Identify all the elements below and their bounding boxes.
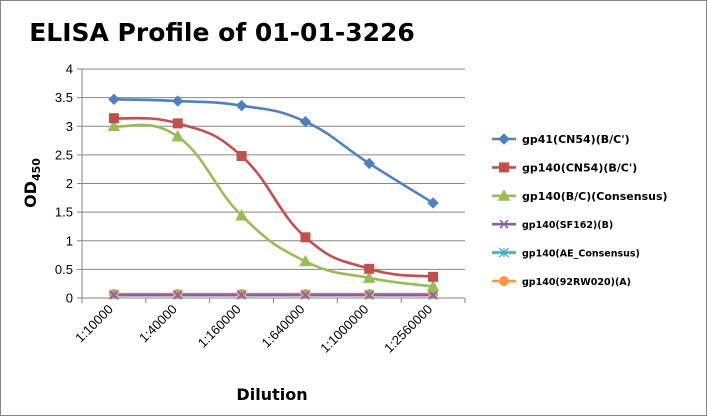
- y-tick-label: 2: [66, 176, 73, 191]
- y-tick-labels: 0 0.5 1 1.5 2 2.5 3 3.5 4: [55, 62, 73, 306]
- legend-label-5: gp140(AE_Consensus): [522, 249, 640, 260]
- chart-title: ELISA Profile of 01-01-3226: [29, 18, 415, 47]
- x-tick-label: 1:2560000: [381, 302, 435, 356]
- legend-marker-6: [499, 276, 509, 286]
- series-line-2: [113, 116, 434, 279]
- y-tick-label: 4: [66, 62, 73, 77]
- data-point-s3: [362, 271, 376, 283]
- axes: [77, 68, 466, 303]
- data-point-s1: [108, 93, 120, 106]
- grid: [82, 68, 465, 270]
- legend-marker-2: [499, 162, 509, 173]
- data-point-s4: [364, 290, 374, 300]
- data-point-s4: [237, 290, 247, 300]
- x-tick-label: 1:640000: [259, 302, 308, 351]
- data-point-s1: [363, 157, 375, 170]
- data-point-s1: [427, 197, 439, 209]
- legend-label-2: gp140(CN54)(B/C'): [522, 161, 637, 174]
- data-point-s1: [235, 99, 248, 112]
- y-axis-label: OD450: [21, 158, 43, 208]
- x-tick-label: 1:160000: [195, 302, 244, 351]
- data-point-s4-stroke: [364, 290, 374, 300]
- series-line-3: [113, 123, 434, 288]
- y-axis-label-main: OD: [21, 181, 40, 208]
- data-point-s1: [172, 95, 184, 107]
- legend-marker-4: [499, 219, 509, 229]
- data-point-s3: [171, 130, 185, 142]
- series-markers: [107, 93, 440, 300]
- data-point-s1: [299, 115, 312, 128]
- legend-label-1: gp41(CN54)(B/C'): [522, 133, 630, 146]
- data-point-s4-stroke: [173, 290, 183, 300]
- x-tick-label: 1:1000000: [317, 302, 371, 356]
- data-point-s4: [109, 290, 119, 300]
- y-tick-label: 2.5: [55, 147, 73, 162]
- legend-marker-5: [499, 247, 509, 258]
- y-tick-label: 0.5: [55, 262, 73, 277]
- legend-label-6: gp140(92RW020)(A): [522, 277, 631, 288]
- data-point-s3: [299, 254, 312, 267]
- data-point-s3: [107, 119, 121, 132]
- legend: gp41(CN54)(B/C') gp140(CN54)(B/C') gp140(B…: [492, 133, 668, 288]
- x-tick-label: 1:40000: [136, 302, 180, 346]
- y-tick-label: 1: [66, 233, 73, 248]
- data-point-s4-stroke: [109, 290, 119, 300]
- x-tick-label: 1:10000: [72, 302, 116, 346]
- data-point-s2: [108, 113, 119, 124]
- data-point-s2: [236, 151, 247, 162]
- data-point-s4: [428, 290, 438, 300]
- x-tick-labels: 1:10000 1:40000 1:160000 1:640000 1:1000000 1…: [72, 302, 435, 356]
- legend-label-4: gp140(SF162)(B): [522, 220, 613, 231]
- data-point-s2: [364, 263, 375, 274]
- y-tick-label: 0: [66, 291, 73, 306]
- legend-marker-4-stroke: [499, 219, 509, 229]
- legend-marker-1: [498, 133, 510, 145]
- series-lines: [113, 98, 434, 297]
- y-axis-label-subscript: 450: [30, 158, 43, 181]
- x-axis-label: Dilution: [236, 385, 307, 404]
- data-point-s4-stroke: [237, 290, 247, 300]
- y-tick-label: 3: [66, 119, 73, 134]
- data-point-s4-stroke: [428, 290, 438, 300]
- data-point-s2: [300, 232, 311, 243]
- legend-marker-3: [497, 189, 511, 201]
- data-point-s2: [428, 271, 439, 282]
- data-point-s3: [426, 280, 440, 292]
- data-point-s2: [172, 118, 183, 129]
- y-tick-label: 1.5: [55, 205, 73, 220]
- legend-label-3: gp140(B/C)(Consensus): [522, 190, 668, 203]
- series-line-1: [113, 98, 434, 205]
- data-point-s4: [300, 290, 310, 300]
- data-point-s3: [235, 209, 248, 221]
- data-point-s4: [173, 290, 183, 300]
- y-tick-label: 3.5: [55, 90, 73, 105]
- data-point-s4-stroke: [300, 290, 310, 300]
